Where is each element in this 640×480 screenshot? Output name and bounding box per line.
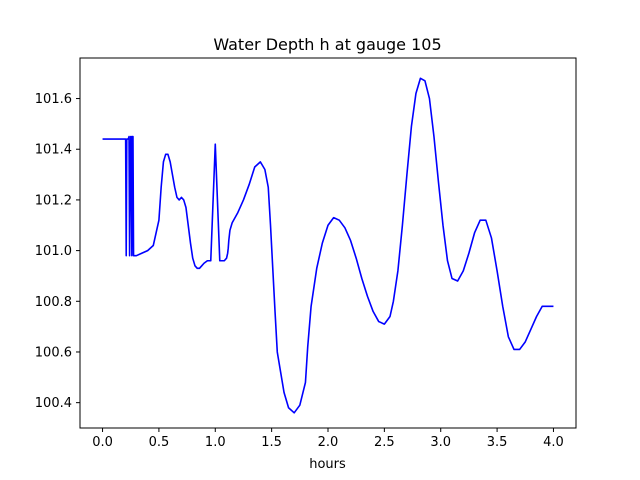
y-tick-label: 100.8	[35, 295, 72, 310]
x-tick-label: 2.5	[374, 435, 395, 450]
y-tick-label: 101.6	[35, 92, 72, 107]
x-axis-label: hours	[309, 457, 346, 472]
x-tick-label: 0.5	[149, 435, 170, 450]
y-tick-label: 101.2	[35, 193, 72, 208]
series-line-0	[102, 77, 554, 414]
y-tick-label: 101.0	[35, 244, 72, 259]
y-tick-label: 101.4	[35, 143, 72, 158]
x-tick-label: 4.0	[543, 435, 564, 450]
chart-title: Water Depth h at gauge 105	[213, 35, 441, 54]
x-tick-label: 1.0	[205, 435, 226, 450]
x-tick-label: 1.5	[261, 435, 282, 450]
x-tick-label: 3.5	[487, 435, 508, 450]
x-tick-label: 2.0	[318, 435, 339, 450]
x-tick-label: 0.0	[92, 435, 113, 450]
x-axis: 0.0 0.5 1.0 1.5 2.0 2.5 3.0 3.5 4.0	[92, 428, 564, 450]
y-tick-label: 100.6	[35, 345, 72, 360]
x-tick-label: 3.0	[430, 435, 451, 450]
y-tick-label: 100.4	[35, 396, 72, 411]
y-axis: 100.4 100.6 100.8 101.0 101.2 101.4 101.6	[35, 92, 80, 411]
plot-area	[79, 57, 577, 429]
